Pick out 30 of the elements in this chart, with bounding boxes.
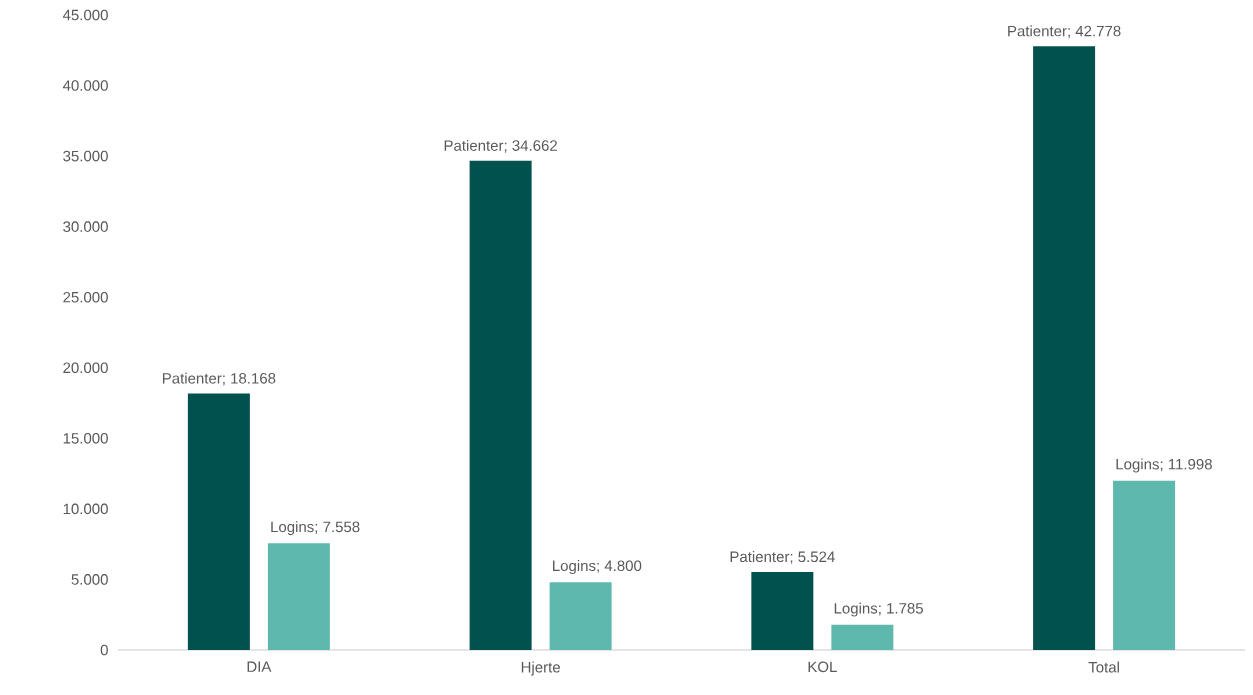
- y-tick-label: 40.000: [62, 80, 108, 91]
- y-tick-label: 10.000: [63, 503, 108, 515]
- data-label: Patienter; 34.662: [444, 139, 557, 153]
- y-tick-label: 0: [100, 644, 108, 656]
- bar: [1113, 480, 1176, 650]
- x-tick-label: DIA: [247, 661, 272, 672]
- bar: [267, 543, 330, 650]
- y-tick-label: 30.000: [63, 221, 108, 232]
- bar: [187, 393, 250, 650]
- data-label: Patienter; 42.778: [1008, 25, 1121, 39]
- data-label: Logins; 4.800: [553, 560, 642, 575]
- y-tick-label: 15.000: [63, 433, 108, 444]
- bar: [751, 572, 814, 650]
- bar: [469, 160, 532, 650]
- bar: [831, 624, 894, 650]
- data-label: Logins; 11.998: [1116, 458, 1212, 473]
- x-tick-label: Hjerte: [521, 661, 560, 676]
- x-tick-label: Total: [1088, 661, 1119, 673]
- y-tick-label: 45.000: [62, 9, 108, 21]
- y-tick-label: 20.000: [63, 362, 108, 374]
- y-tick-label: 5.000: [71, 574, 108, 585]
- data-label: Logins; 1.785: [834, 602, 923, 617]
- bar: [1033, 46, 1096, 650]
- bar: [549, 582, 612, 650]
- data-label: Patienter; 18.168: [162, 372, 276, 386]
- y-tick-label: 25.000: [63, 291, 108, 303]
- x-tick-label: KOL: [808, 661, 837, 673]
- data-label: Patienter; 5.524: [730, 551, 835, 564]
- y-tick-label: 35.000: [63, 150, 108, 162]
- data-label: Logins; 7.558: [271, 521, 360, 536]
